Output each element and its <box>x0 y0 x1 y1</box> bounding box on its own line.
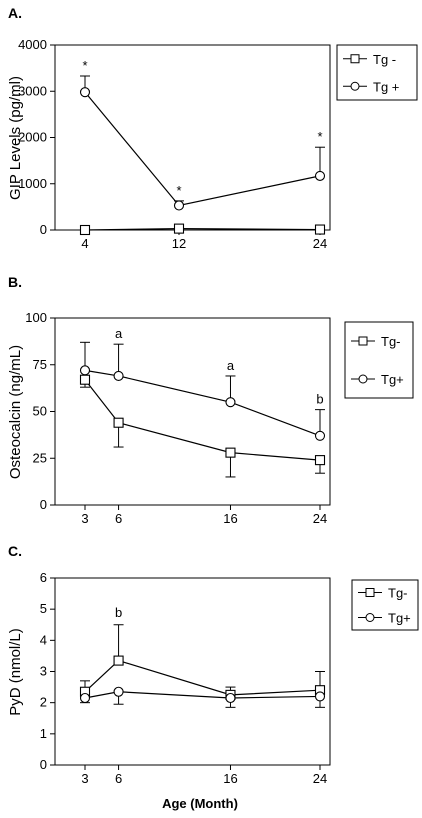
legend-label: Tg+ <box>388 611 411 626</box>
legend-marker-square <box>365 588 375 597</box>
x-tick-label: 16 <box>223 771 237 786</box>
legend-box <box>336 44 418 101</box>
y-axis-label: Osteocalcin (ng/mL) <box>7 345 24 479</box>
y-tick-label: 100 <box>25 310 47 325</box>
plot-frame <box>54 317 331 506</box>
x-tick-label: 16 <box>223 511 237 526</box>
significance-marker: b <box>316 392 323 407</box>
data-point-circle <box>314 691 326 702</box>
series-line-1 <box>84 659 321 696</box>
chart-panel-1: A. 0 1000 2000 3000 4000 4 12 24 GIP Levels (pg/m… <box>7 5 418 251</box>
data-point-circle <box>113 686 124 697</box>
data-point-square <box>79 224 91 236</box>
data-point-square <box>113 655 124 666</box>
legend: Tg - Tg + <box>336 44 418 101</box>
legend-label: Tg- <box>381 334 401 349</box>
legend: Tg- Tg+ <box>351 579 419 631</box>
series-line-2 <box>84 91 321 207</box>
legend-box <box>351 579 419 631</box>
data-point-square <box>225 447 236 458</box>
data-point-circle <box>113 370 124 382</box>
x-tick-label: 6 <box>115 771 122 786</box>
y-tick-label: 2 <box>40 695 47 710</box>
x-tick-label: 24 <box>313 771 327 786</box>
legend-marker-square <box>350 54 360 64</box>
y-tick-label: 2000 <box>18 130 47 145</box>
legend-label: Tg - <box>373 52 396 67</box>
y-tick-label: 6 <box>40 570 47 585</box>
x-tick-label: 6 <box>115 511 122 526</box>
chart-panel-3: C. 0 1 2 3 4 5 6 3 6 16 24 PyD (nmol/L) Age (Month) b T… <box>7 543 419 811</box>
chart-panel-2: B. 0 25 50 75 100 3 6 16 24 Osteocalcin (ng/mL) a a b… <box>7 274 414 526</box>
series-line-2 <box>84 691 321 699</box>
x-tick-label: 4 <box>81 236 88 251</box>
significance-marker: * <box>176 183 181 198</box>
data-point-square <box>173 223 185 234</box>
y-tick-label: 1 <box>40 726 47 741</box>
panel-label: B. <box>8 274 22 290</box>
legend: Tg- Tg+ <box>344 321 414 399</box>
data-point-square <box>314 455 326 466</box>
legend-marker-circle <box>358 374 368 384</box>
series-line-1 <box>84 379 321 461</box>
y-tick-label: 3 <box>40 664 47 679</box>
data-point-circle <box>79 692 91 704</box>
y-tick-label: 1000 <box>18 176 47 191</box>
significance-marker: a <box>227 358 235 373</box>
significance-marker: * <box>82 58 87 73</box>
y-tick-label: 4000 <box>18 37 47 52</box>
data-point-square <box>79 374 91 385</box>
significance-marker: a <box>115 326 123 341</box>
legend-label: Tg- <box>388 586 408 601</box>
y-tick-label: 0 <box>40 757 47 772</box>
x-tick-label: 24 <box>313 511 327 526</box>
x-tick-label: 3 <box>81 771 88 786</box>
y-axis-label: GIP Levels (pg/ml) <box>7 76 24 200</box>
legend-marker-circle <box>350 81 360 91</box>
y-tick-label: 25 <box>33 450 47 465</box>
legend-label: Tg+ <box>381 372 404 387</box>
significance-marker: * <box>317 129 322 144</box>
y-tick-label: 0 <box>40 497 47 512</box>
plot-frame <box>54 577 331 766</box>
data-point-circle <box>173 200 185 211</box>
legend-box <box>344 321 414 399</box>
legend-label: Tg + <box>373 79 399 94</box>
legend-marker-square <box>358 336 368 346</box>
data-point-circle <box>79 365 91 376</box>
data-point-circle <box>225 397 236 408</box>
x-tick-label: 3 <box>81 511 88 526</box>
panel-label: C. <box>8 543 22 559</box>
y-tick-label: 4 <box>40 632 47 647</box>
x-tick-label: 12 <box>172 236 186 251</box>
legend-marker-circle <box>365 613 375 622</box>
y-axis-label: PyD (nmol/L) <box>7 628 24 716</box>
series-line-2 <box>84 369 321 437</box>
data-point-circle <box>225 692 236 704</box>
data-point-square <box>314 224 326 235</box>
data-point-square <box>113 417 124 428</box>
significance-marker: b <box>115 605 122 620</box>
data-point-circle <box>79 87 91 98</box>
x-axis-label: Age (Month) <box>162 796 238 811</box>
y-tick-label: 3000 <box>18 83 47 98</box>
panel-label: A. <box>8 5 22 21</box>
y-tick-label: 50 <box>33 404 47 419</box>
y-tick-label: 5 <box>40 601 47 616</box>
y-tick-label: 0 <box>40 222 47 237</box>
data-point-circle <box>314 170 326 181</box>
data-point-circle <box>314 430 326 441</box>
y-tick-label: 75 <box>33 357 47 372</box>
x-tick-label: 24 <box>313 236 327 251</box>
